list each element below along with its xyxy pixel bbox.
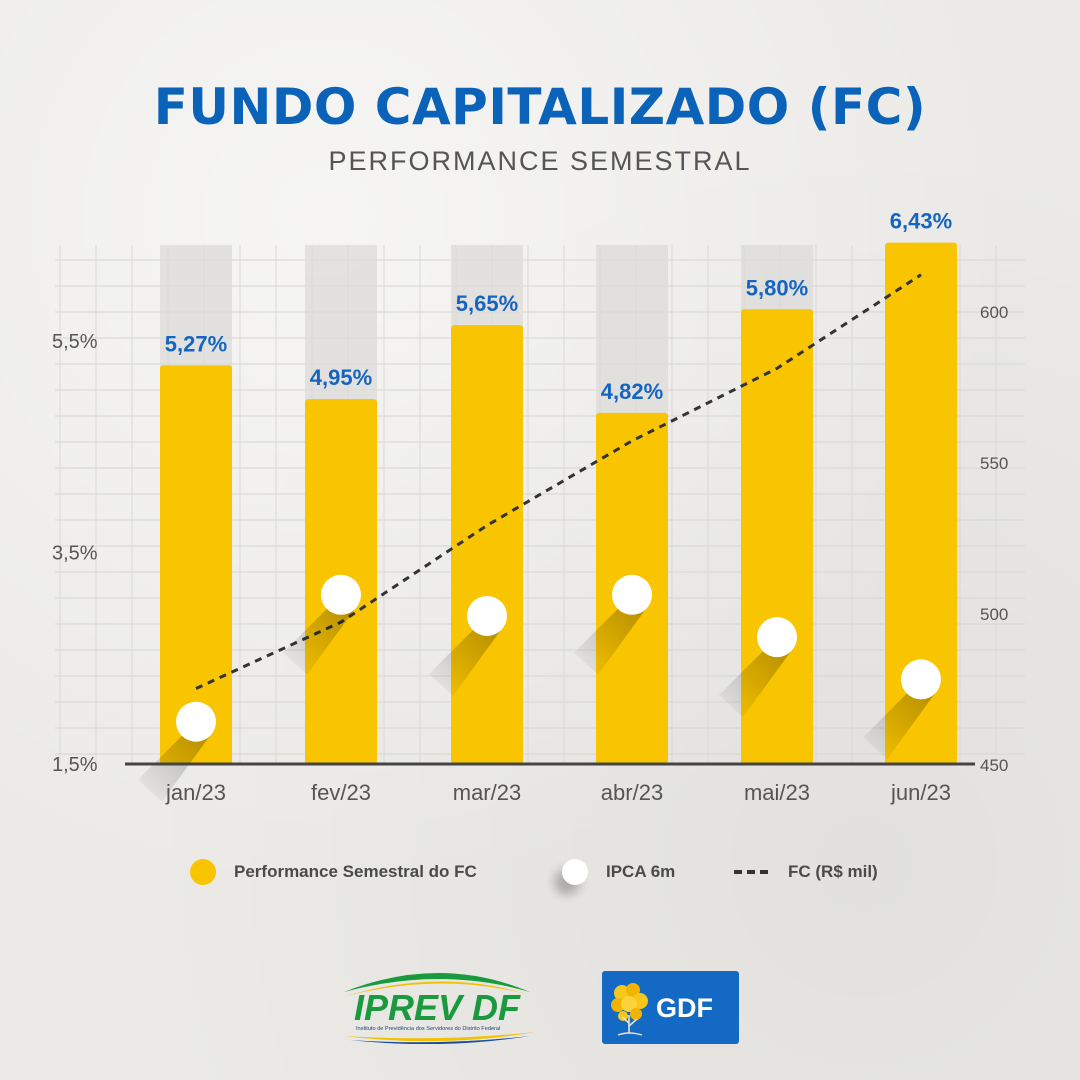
iprev-df-logo: IPREV DF Instituto de Previdência dos Se… — [344, 973, 536, 1044]
bar-value-label: 5,27% — [165, 331, 227, 356]
bar — [160, 365, 232, 764]
legend-label-ipca: IPCA 6m — [606, 862, 676, 881]
legend-item-ipca: IPCA 6m — [562, 852, 675, 892]
bar-value-labels: 5,27% 4,95% 5,65% 4,82% 5,80% 6,43% — [165, 209, 952, 404]
bar — [885, 242, 957, 765]
legend-item-performance: Performance Semestral do FC — [190, 852, 477, 892]
ipca-dot-shadow — [719, 651, 791, 718]
legend-swatch-dashed-line — [734, 870, 768, 874]
right-axis-tick-label: 550 — [980, 454, 1008, 473]
ipca-dot — [467, 595, 507, 636]
ipca-dot-shadow — [574, 608, 646, 675]
legend-label-fc: FC (R$ mil) — [788, 862, 878, 881]
x-axis-tick-label: mai/23 — [744, 780, 810, 805]
ipca-dot-shadow — [863, 693, 935, 760]
ipe-tree-icon — [611, 983, 648, 1036]
ipca-dot-shadow — [429, 629, 501, 696]
x-axis-tick-label: jun/23 — [890, 780, 951, 805]
ipca-dot — [612, 574, 652, 615]
legend-swatch-white-dot — [562, 859, 588, 885]
gdf-logo-text: GDF — [656, 993, 713, 1023]
x-axis-tick-label: fev/23 — [311, 780, 371, 805]
ipca-dot-group — [719, 617, 797, 718]
ipca-dot-group — [138, 701, 216, 802]
ipca-dots — [138, 574, 941, 802]
ipca-dot — [901, 659, 941, 700]
left-axis-tick-label: 5,5% — [52, 331, 98, 353]
ipca-dot — [321, 574, 361, 615]
legend-swatch-yellow-dot — [190, 859, 216, 885]
ipca-dot — [757, 617, 797, 658]
bar-value-label: 5,65% — [456, 291, 518, 316]
bar — [741, 309, 813, 764]
chart-axes: 1,5% 3,5% 5,5% 450 500 550 600 jan/23 fev/23 mar/… — [52, 303, 1008, 805]
left-axis-tick-label: 1,5% — [52, 754, 98, 776]
bar — [451, 325, 523, 764]
iprev-logo-subtitle: Instituto de Previdência dos Servidores … — [356, 1026, 500, 1032]
bar-value-label: 6,43% — [890, 209, 952, 234]
chart-grid — [55, 245, 1025, 764]
ipca-dot-group — [863, 659, 941, 760]
legend-item-fc: FC (R$ mil) — [734, 852, 878, 892]
x-axis-tick-label: jan/23 — [165, 780, 226, 805]
page-title: FUNDO CAPITALIZADO (FC) — [153, 78, 927, 136]
left-axis-tick-label: 3,5% — [52, 543, 98, 565]
ipca-dot — [176, 701, 216, 742]
gdf-logo: GDF — [602, 971, 739, 1044]
x-axis-tick-label: mar/23 — [453, 780, 521, 805]
right-axis-tick-label: 500 — [980, 605, 1008, 624]
ipca-dot-shadow — [138, 735, 210, 802]
ipca-dot-group — [283, 574, 361, 675]
bar-value-label: 4,82% — [601, 379, 663, 404]
chart-legend: Performance Semestral do FC IPCA 6m FC (… — [0, 852, 1080, 892]
right-axis-tick-label: 450 — [980, 756, 1008, 775]
bars — [160, 242, 957, 765]
iprev-logo-text: IPREV DF — [354, 987, 521, 1028]
bar-value-label: 4,95% — [310, 365, 372, 390]
ipca-dot-group — [574, 574, 652, 675]
x-axis-tick-label: abr/23 — [601, 780, 663, 805]
ipca-dot-shadow — [283, 608, 355, 675]
bar-value-label: 5,80% — [746, 275, 808, 300]
ipca-dot-group — [429, 595, 507, 696]
legend-label-performance: Performance Semestral do FC — [234, 862, 477, 881]
page-subtitle: PERFORMANCE SEMESTRAL — [328, 146, 752, 176]
right-axis-tick-label: 600 — [980, 303, 1008, 322]
